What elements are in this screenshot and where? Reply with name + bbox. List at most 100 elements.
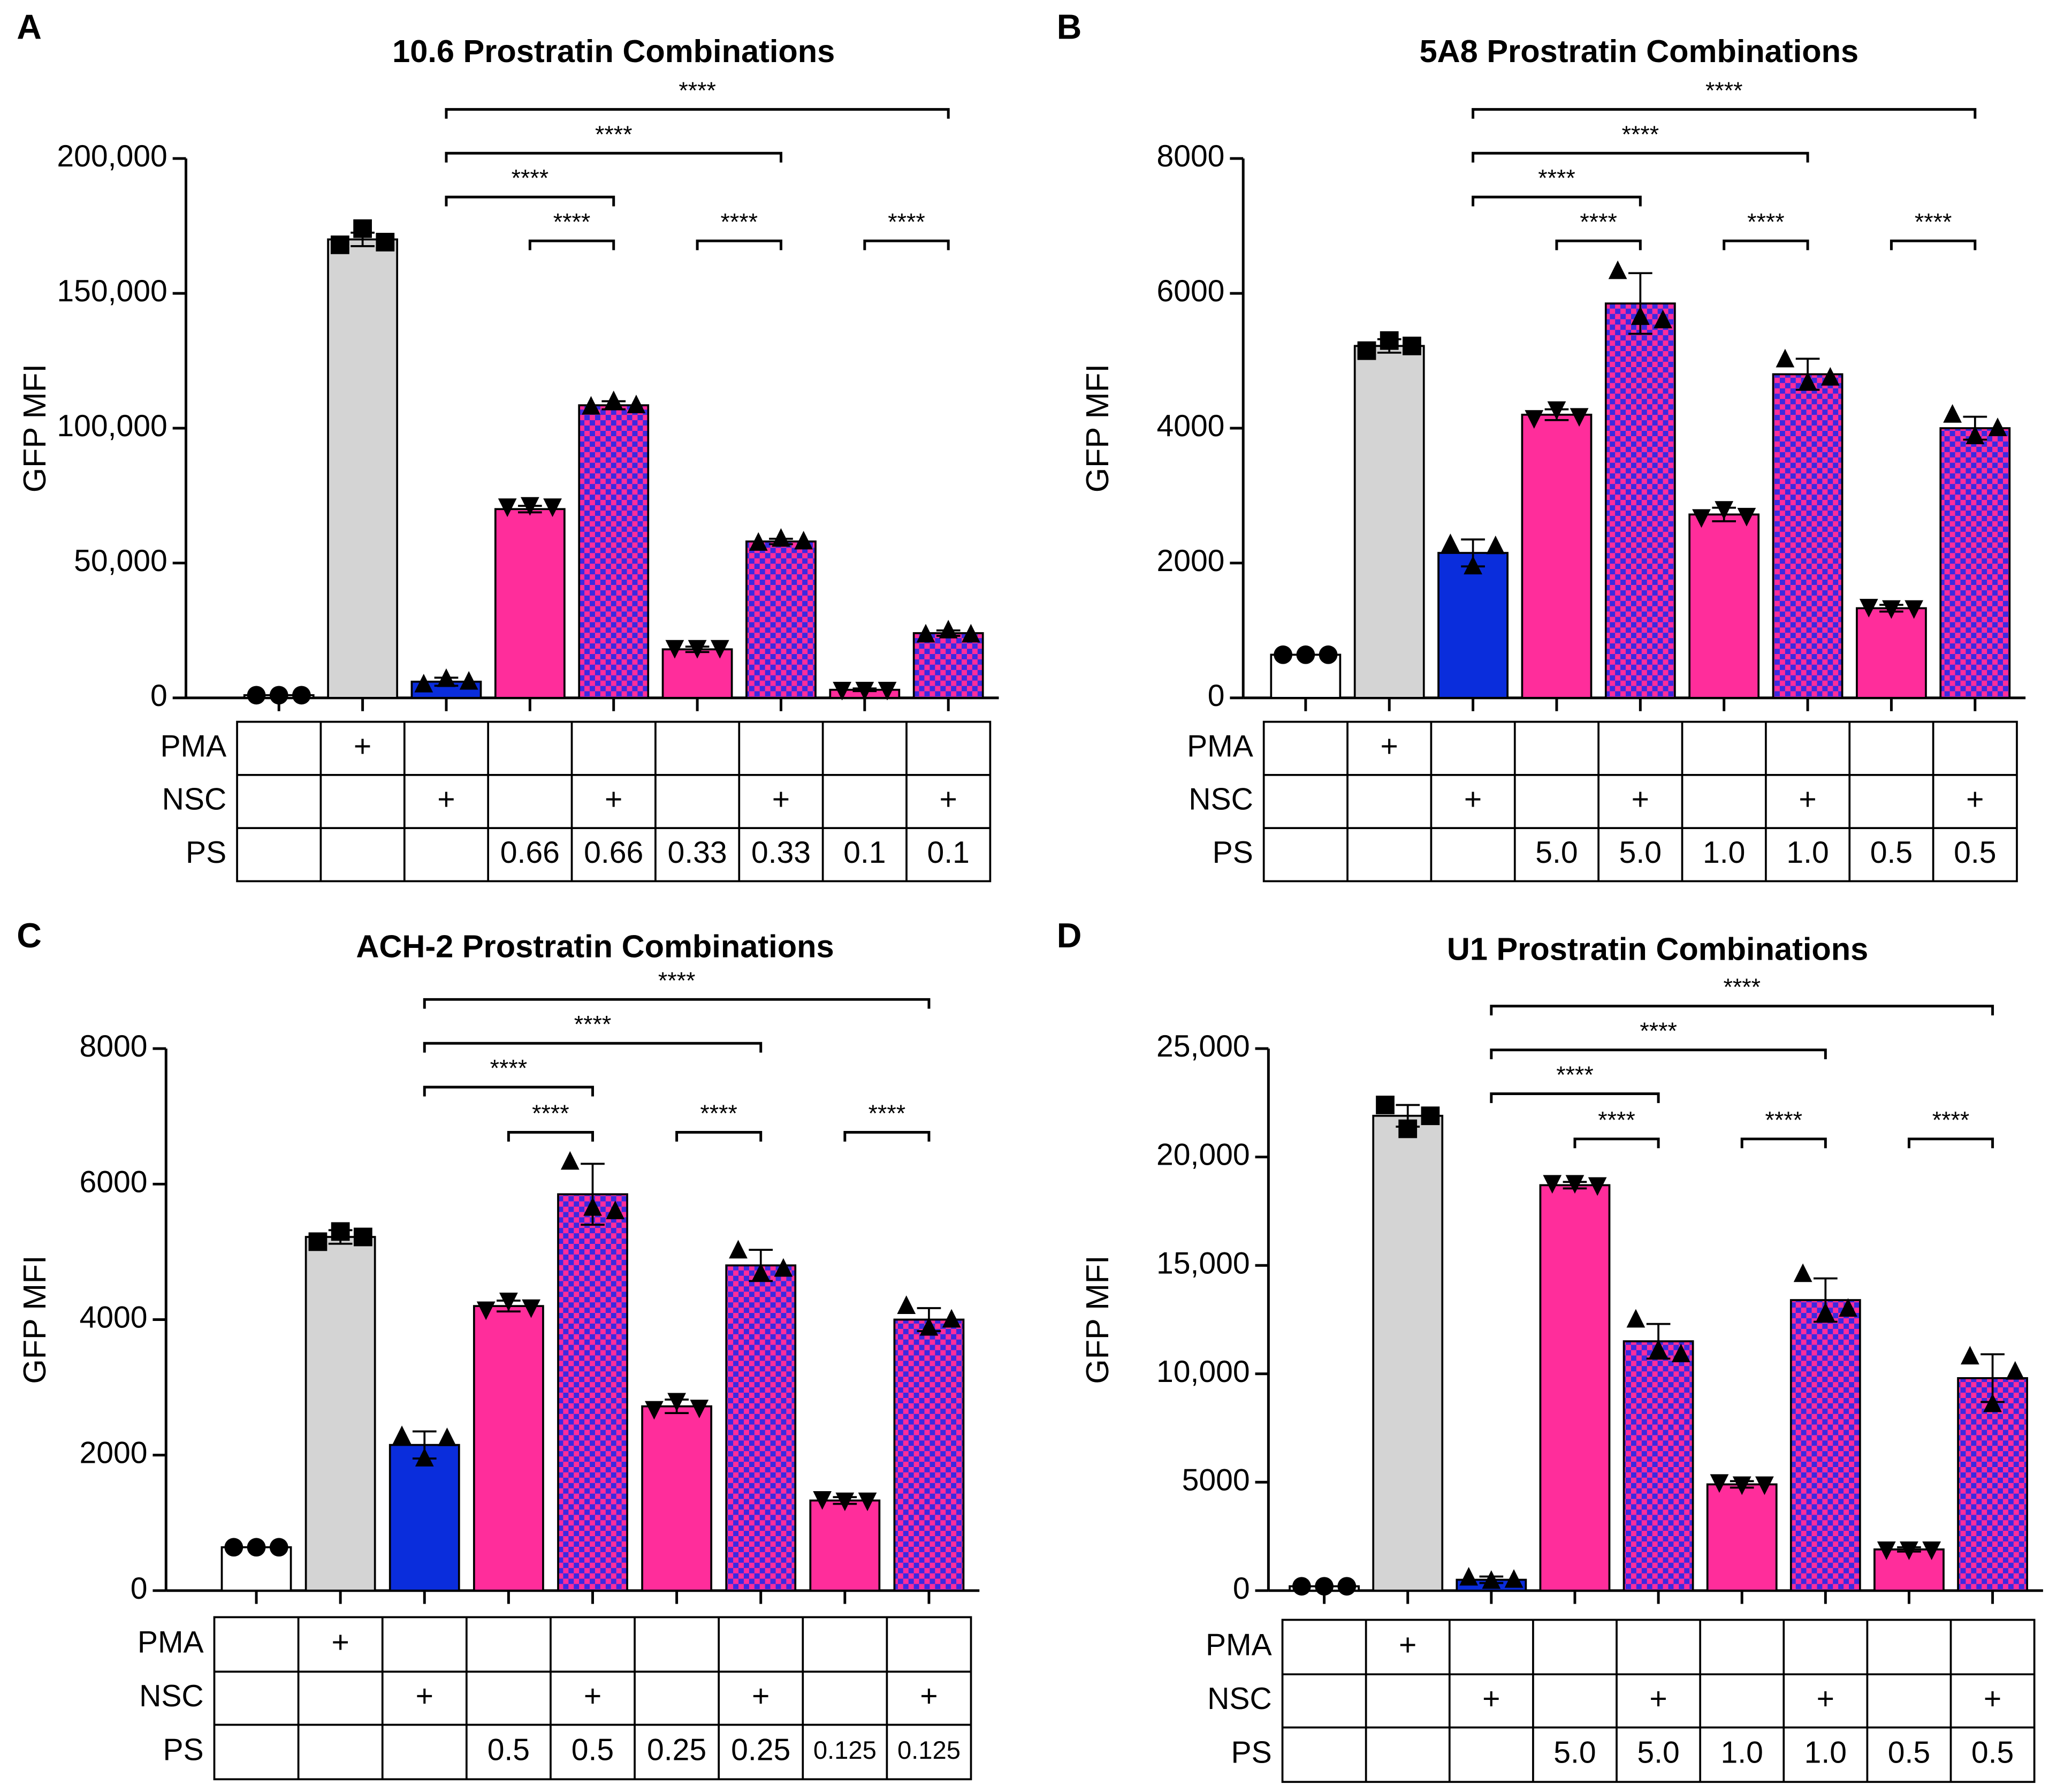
- y-tick-label: 0: [1208, 679, 1225, 713]
- data-point: [835, 1492, 855, 1511]
- data-point: [1715, 501, 1734, 520]
- data-point: [1292, 1577, 1311, 1596]
- y-tick-label: 25,000: [1156, 1029, 1250, 1064]
- data-point: [582, 396, 600, 415]
- table-cell: +: [416, 1679, 433, 1713]
- data-point: [1403, 336, 1421, 355]
- table-cell: 0.5: [572, 1733, 614, 1767]
- y-tick-label: 50,000: [74, 544, 167, 578]
- y-tick-label: 4000: [80, 1301, 148, 1335]
- significance-bracket: [696, 239, 782, 250]
- data-point: [1859, 598, 1878, 618]
- data-point: [292, 686, 311, 705]
- data-point: [1671, 1343, 1690, 1363]
- data-point: [1570, 408, 1589, 427]
- table-row-label: PS: [163, 1733, 203, 1767]
- bar: [1521, 413, 1593, 699]
- data-point: [1547, 401, 1566, 420]
- bar: [1622, 1340, 1694, 1592]
- significance-bracket: [445, 151, 782, 163]
- y-tick-label: 0: [1233, 1571, 1250, 1606]
- data-point: [962, 624, 980, 643]
- data-point: [665, 640, 684, 659]
- table-cell: +: [331, 1625, 349, 1659]
- data-point: [794, 530, 813, 550]
- significance-bracket: [423, 1042, 763, 1053]
- data-point: [916, 624, 935, 643]
- bar: [1957, 1377, 2028, 1592]
- significance-label: ****: [679, 78, 716, 104]
- data-point: [1441, 533, 1460, 552]
- significance-bracket: [1490, 1092, 1660, 1103]
- significance-bracket: [423, 1085, 594, 1097]
- table-cell: 0.125: [897, 1736, 961, 1764]
- significance-bracket: [445, 195, 615, 207]
- data-point: [1608, 260, 1627, 279]
- data-point: [520, 497, 539, 516]
- bar: [1688, 513, 1760, 699]
- y-axis-label: GFP MFI: [1079, 1255, 1115, 1384]
- y-tick-label: 0: [150, 679, 167, 713]
- data-point: [1816, 1302, 1835, 1321]
- data-point: [1983, 1393, 2002, 1412]
- table-cell: +: [437, 783, 455, 817]
- chart-title: 10.6 Prostratin Combinations: [392, 33, 835, 69]
- data-point: [688, 640, 707, 659]
- data-point: [224, 1538, 243, 1557]
- data-point: [1732, 1476, 1751, 1495]
- table-cell: +: [584, 1679, 601, 1713]
- significance-bracket: [507, 1131, 594, 1142]
- significance-label: ****: [1556, 1062, 1594, 1088]
- data-point: [729, 1240, 748, 1259]
- significance-bracket: [445, 108, 950, 119]
- significance-bracket: [1907, 1137, 1994, 1149]
- table-cell: 0.5: [1888, 1735, 1930, 1769]
- data-point: [392, 1425, 412, 1445]
- table-border: [236, 720, 992, 883]
- table-row-label: PS: [1213, 835, 1253, 870]
- significance-label: ****: [1705, 78, 1743, 104]
- y-tick-label: 6000: [80, 1165, 148, 1199]
- significance-bracket: [423, 998, 931, 1009]
- data-point: [1421, 1106, 1440, 1126]
- table-row-label: NSC: [139, 1679, 204, 1713]
- table-cell: 1.0: [1786, 835, 1829, 870]
- significance-bracket: [1573, 1137, 1660, 1149]
- y-tick-label: 6000: [1156, 274, 1224, 308]
- data-point: [1839, 1298, 1857, 1317]
- significance-label: ****: [1747, 209, 1785, 236]
- significance-label: ****: [869, 1100, 906, 1127]
- data-point: [522, 1299, 540, 1318]
- significance-label: ****: [1932, 1107, 1970, 1133]
- table-cell: 1.0: [1804, 1735, 1847, 1769]
- table-cell: +: [1482, 1682, 1500, 1716]
- data-point: [269, 1538, 288, 1557]
- data-point: [247, 1538, 266, 1557]
- bar: [1856, 607, 1927, 699]
- bar: [327, 238, 398, 699]
- bar: [1939, 427, 2011, 699]
- bar: [1437, 552, 1509, 699]
- data-point: [1296, 645, 1315, 664]
- y-axis-label: GFP MFI: [17, 1255, 52, 1384]
- y-tick-label: 2000: [1156, 544, 1224, 578]
- data-point: [690, 1400, 709, 1418]
- table-cell: +: [1399, 1628, 1416, 1662]
- table-cell: +: [1464, 783, 1482, 817]
- data-point: [1755, 1476, 1774, 1495]
- data-point: [833, 681, 851, 701]
- data-point: [1315, 1577, 1334, 1596]
- y-tick-label: 10,000: [1156, 1355, 1250, 1389]
- data-point: [438, 1427, 456, 1446]
- table-row-label: PMA: [160, 729, 226, 763]
- significance-label: ****: [888, 209, 925, 236]
- table-cell: 5.0: [1637, 1735, 1679, 1769]
- data-point: [1337, 1577, 1357, 1596]
- table-cell: 5.0: [1535, 835, 1578, 870]
- data-point: [1737, 507, 1756, 527]
- data-point: [498, 498, 517, 517]
- significance-label: ****: [721, 209, 758, 236]
- data-point: [308, 1232, 327, 1251]
- data-point: [1654, 309, 1672, 329]
